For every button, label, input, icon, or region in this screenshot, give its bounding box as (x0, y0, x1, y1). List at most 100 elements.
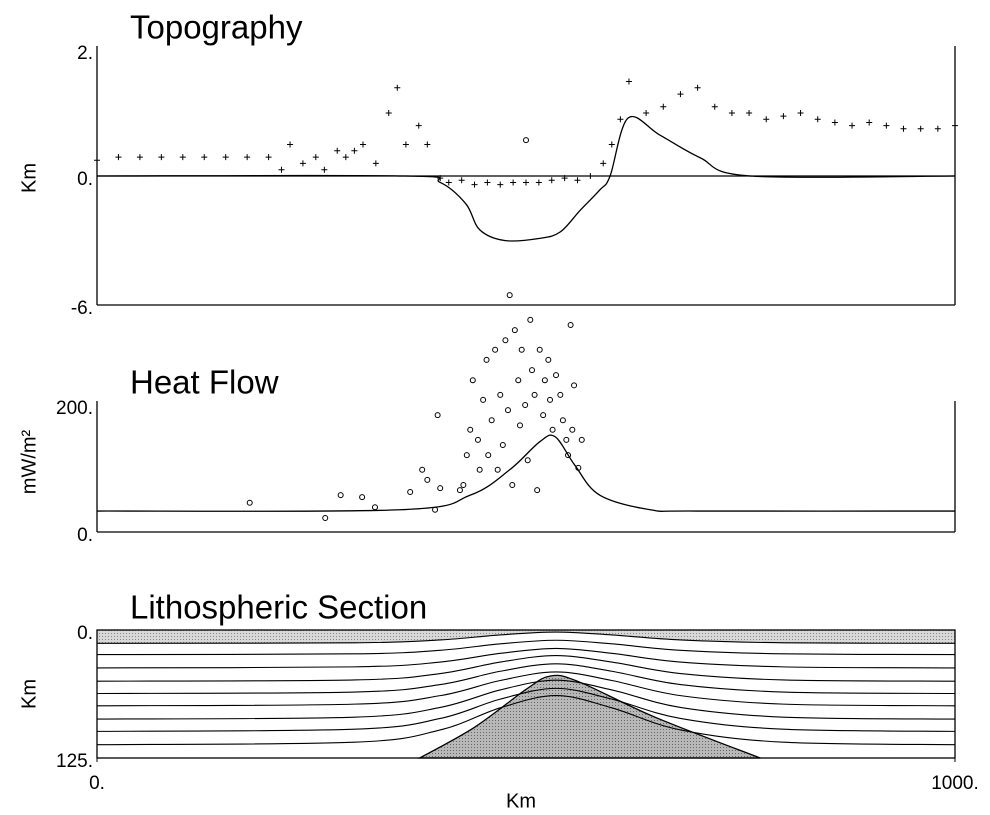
circle-marker (469, 377, 476, 384)
circle-marker (540, 412, 547, 419)
plus-marker (222, 154, 229, 161)
circle-marker (515, 377, 522, 384)
plus-marker (900, 125, 907, 132)
plus-marker (763, 116, 770, 123)
plus-marker (402, 141, 409, 148)
plus-marker (600, 160, 607, 167)
circle-marker (531, 391, 538, 398)
circle-marker (467, 426, 474, 433)
plus-marker (94, 157, 100, 164)
circle-marker (571, 382, 578, 389)
circle-marker (419, 466, 426, 473)
x-tick-label: 1000. (931, 773, 979, 794)
layer-boundary (96, 671, 956, 707)
plus-marker (299, 160, 306, 167)
model-line (96, 115, 956, 242)
plus-marker (952, 122, 958, 129)
panel-title: Lithospheric Section (130, 589, 427, 626)
circle-marker (565, 452, 572, 459)
panel-title: Topography (130, 9, 303, 46)
plus-marker (617, 116, 624, 123)
circle-marker (511, 327, 518, 334)
y-axis-label: Km (18, 679, 40, 709)
plus-marker (136, 154, 143, 161)
plus-marker (201, 154, 208, 161)
circle-marker (567, 321, 574, 328)
plus-marker (445, 179, 452, 186)
plus-marker (780, 113, 787, 120)
circle-marker (499, 442, 506, 449)
circle-marker (246, 499, 253, 506)
model-line (96, 434, 956, 512)
plus-marker (458, 177, 465, 184)
circle-marker (434, 412, 441, 419)
plus-marker (574, 177, 581, 184)
circle-marker (529, 367, 536, 374)
plus-marker (265, 154, 272, 161)
plus-marker (351, 147, 358, 154)
circle-marker (549, 426, 556, 433)
circle-marker (524, 457, 531, 464)
circle-marker (474, 436, 481, 443)
circle-marker (497, 391, 504, 398)
x-tick-label: 0. (89, 773, 105, 794)
circle-marker (569, 426, 576, 433)
plus-marker (587, 173, 594, 179)
layer-boundary (96, 631, 956, 644)
plus-marker (394, 84, 401, 91)
plus-marker (535, 179, 542, 186)
plus-marker (831, 119, 838, 126)
layer-boundary (96, 655, 956, 682)
plus-marker (728, 110, 735, 116)
layer-boundary (96, 647, 956, 669)
circle-marker (492, 346, 499, 353)
plus-marker (643, 110, 650, 116)
plus-marker (917, 125, 924, 132)
plus-marker (484, 179, 491, 186)
y-tick-label: 125. (56, 751, 93, 772)
circle-marker (485, 452, 492, 459)
plus-marker (385, 110, 392, 116)
plus-marker (359, 141, 366, 148)
y-tick-label: 200. (56, 398, 93, 419)
x-axis-label: Km (506, 790, 536, 812)
circle-marker (547, 396, 554, 403)
plus-marker (608, 141, 615, 148)
circle-marker (523, 137, 529, 144)
plus-marker (660, 103, 667, 110)
circle-marker (541, 377, 548, 384)
plus-marker (883, 122, 890, 129)
circle-marker (488, 417, 495, 424)
asthenosphere-region (417, 674, 761, 759)
plus-marker (158, 154, 165, 161)
circle-marker (534, 487, 541, 494)
panel-title: Heat Flow (130, 364, 279, 401)
plus-marker (625, 78, 632, 85)
plus-marker (814, 116, 821, 123)
plus-marker (321, 166, 328, 173)
circle-marker (483, 356, 490, 363)
y-axis-label: mW/m² (18, 429, 40, 494)
plus-marker (866, 119, 873, 126)
plus-marker (424, 141, 431, 148)
y-tick-label: 0. (77, 623, 93, 644)
plus-marker (797, 110, 804, 116)
layer-boundary (96, 687, 956, 732)
layer-boundary (96, 639, 956, 656)
crust-fill (97, 630, 955, 644)
plus-marker (115, 154, 122, 161)
plus-marker (711, 103, 718, 110)
layer-boundary (96, 694, 956, 746)
circle-marker (322, 515, 329, 522)
circle-marker (504, 407, 511, 414)
section-frame (96, 629, 956, 759)
circle-marker (463, 452, 470, 459)
circle-marker (494, 466, 501, 473)
plus-marker (244, 154, 251, 161)
plus-marker (561, 175, 568, 182)
circle-marker (509, 482, 516, 489)
circle-marker (480, 396, 487, 403)
circle-marker (506, 292, 513, 299)
circle-marker (563, 436, 570, 443)
